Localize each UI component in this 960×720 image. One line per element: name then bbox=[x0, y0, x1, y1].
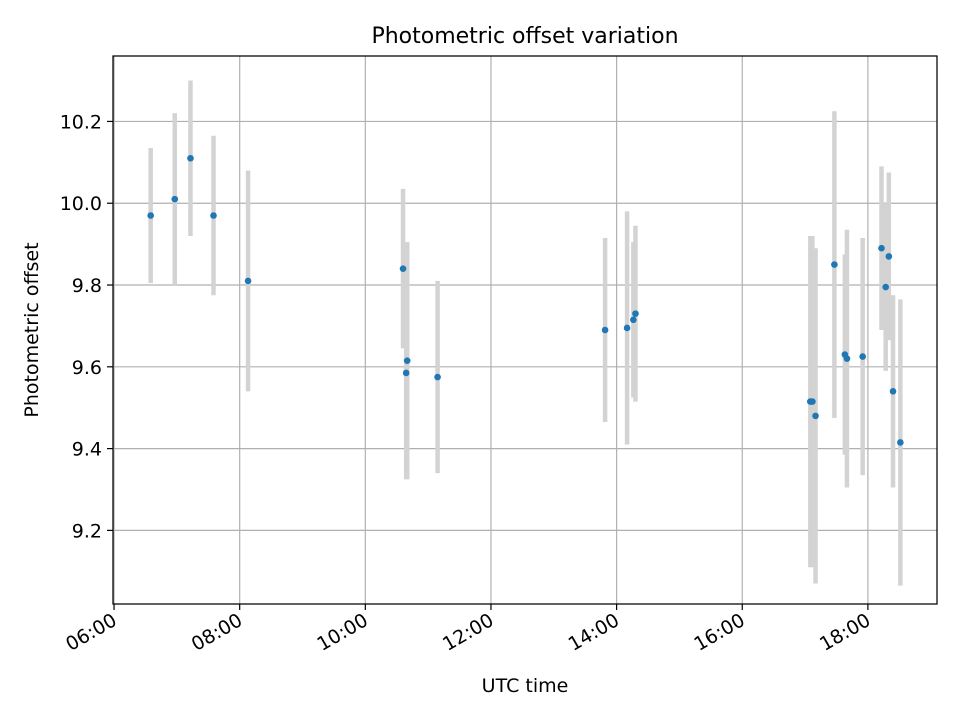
y-tick-label: 9.2 bbox=[72, 520, 102, 542]
data-point bbox=[889, 388, 897, 395]
x-tick-label: 06:00 bbox=[62, 609, 120, 655]
y-tick-label: 10.2 bbox=[60, 111, 102, 133]
data-point bbox=[859, 353, 866, 360]
data-point bbox=[812, 412, 819, 420]
y-axis-label: Photometric offset bbox=[21, 242, 43, 417]
data-point bbox=[843, 355, 851, 362]
y-tick-label: 9.8 bbox=[72, 275, 102, 297]
data-point bbox=[809, 398, 816, 405]
plot-area-frame bbox=[112, 55, 938, 605]
y-tick-label: 9.4 bbox=[72, 439, 102, 461]
y-axis-ticks: 9.2 9.4 9.6 9.8 10.0 10.2 bbox=[60, 111, 113, 542]
x-tick-label: 08:00 bbox=[188, 609, 246, 655]
x-tick-label: 10:00 bbox=[313, 609, 371, 655]
y-tick-label: 9.6 bbox=[72, 357, 102, 379]
data-points bbox=[147, 154, 904, 446]
data-point bbox=[601, 326, 609, 334]
x-tick-label: 18:00 bbox=[816, 609, 874, 655]
data-point bbox=[171, 195, 179, 203]
data-point bbox=[187, 154, 194, 162]
data-point bbox=[630, 316, 637, 324]
chart-title: Photometric offset variation bbox=[371, 24, 678, 49]
data-point bbox=[885, 253, 893, 260]
y-tick-label: 10.0 bbox=[60, 193, 102, 215]
x-axis-label: UTC time bbox=[482, 675, 569, 697]
x-tick-label: 16:00 bbox=[690, 609, 748, 655]
x-axis-ticks: 06:00 08:00 10:00 12:00 14:00 16:00 18:00 bbox=[62, 604, 874, 656]
data-point bbox=[244, 277, 252, 285]
data-point bbox=[403, 357, 411, 364]
data-point bbox=[897, 439, 904, 446]
x-tick-label: 12:00 bbox=[439, 609, 497, 655]
data-point bbox=[402, 369, 410, 377]
data-point bbox=[878, 244, 885, 252]
data-point bbox=[831, 261, 838, 268]
data-point bbox=[434, 373, 441, 381]
data-point bbox=[210, 212, 217, 219]
data-point bbox=[399, 265, 407, 272]
grid-lines bbox=[113, 56, 937, 604]
data-point bbox=[882, 283, 889, 291]
x-tick-label: 14:00 bbox=[565, 609, 623, 655]
data-point bbox=[147, 212, 154, 219]
data-point bbox=[623, 324, 631, 332]
error-bars bbox=[148, 80, 903, 586]
data-point bbox=[632, 310, 639, 317]
